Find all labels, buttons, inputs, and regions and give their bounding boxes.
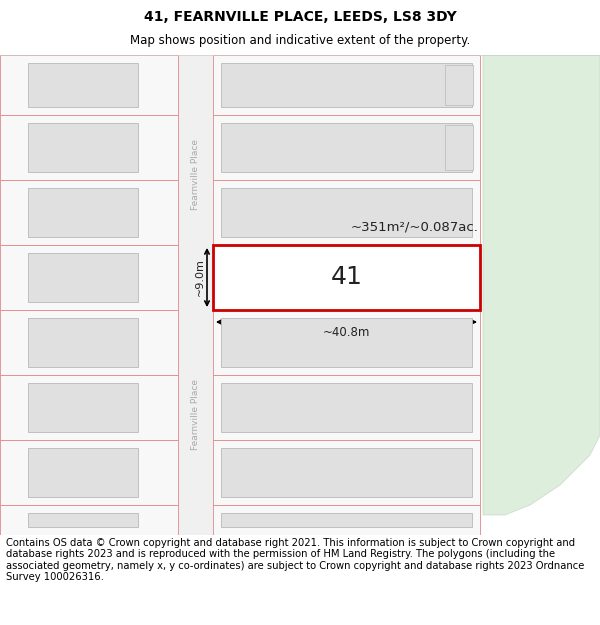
Bar — [213, 245, 480, 310]
Text: ~351m²/~0.087ac.: ~351m²/~0.087ac. — [350, 220, 478, 233]
Bar — [221, 513, 472, 527]
Bar — [221, 123, 472, 172]
Bar — [28, 513, 138, 527]
Bar — [0, 440, 178, 505]
Bar — [28, 318, 138, 367]
Bar — [0, 245, 178, 310]
Polygon shape — [483, 55, 600, 515]
Bar — [213, 180, 480, 245]
Bar — [28, 253, 138, 302]
Bar — [213, 115, 480, 180]
Text: Contains OS data © Crown copyright and database right 2021. This information is : Contains OS data © Crown copyright and d… — [6, 538, 584, 582]
Bar — [0, 310, 178, 375]
Bar — [28, 383, 138, 432]
Bar — [213, 375, 480, 440]
Bar — [213, 505, 480, 535]
Bar — [445, 125, 473, 170]
Bar — [221, 188, 472, 237]
Bar — [0, 505, 178, 535]
Text: 41, FEARNVILLE PLACE, LEEDS, LS8 3DY: 41, FEARNVILLE PLACE, LEEDS, LS8 3DY — [143, 10, 457, 24]
Text: Map shows position and indicative extent of the property.: Map shows position and indicative extent… — [130, 34, 470, 47]
Bar — [221, 383, 472, 432]
Bar — [213, 55, 480, 115]
Bar — [221, 63, 472, 107]
Bar — [28, 123, 138, 172]
Bar — [0, 375, 178, 440]
Bar — [445, 65, 473, 105]
Text: 41: 41 — [331, 266, 362, 289]
Bar — [221, 448, 472, 497]
Bar — [221, 318, 472, 367]
Text: ~40.8m: ~40.8m — [323, 326, 370, 339]
Text: Fearnville Place: Fearnville Place — [191, 139, 200, 211]
Bar — [28, 448, 138, 497]
Bar — [28, 63, 138, 107]
Text: Fearnville Place: Fearnville Place — [191, 379, 200, 451]
Bar — [213, 440, 480, 505]
Bar — [28, 188, 138, 237]
Text: ~9.0m: ~9.0m — [195, 259, 205, 296]
Bar — [0, 115, 178, 180]
Bar — [213, 310, 480, 375]
Bar — [0, 180, 178, 245]
Bar — [0, 55, 178, 115]
Bar — [178, 55, 213, 535]
